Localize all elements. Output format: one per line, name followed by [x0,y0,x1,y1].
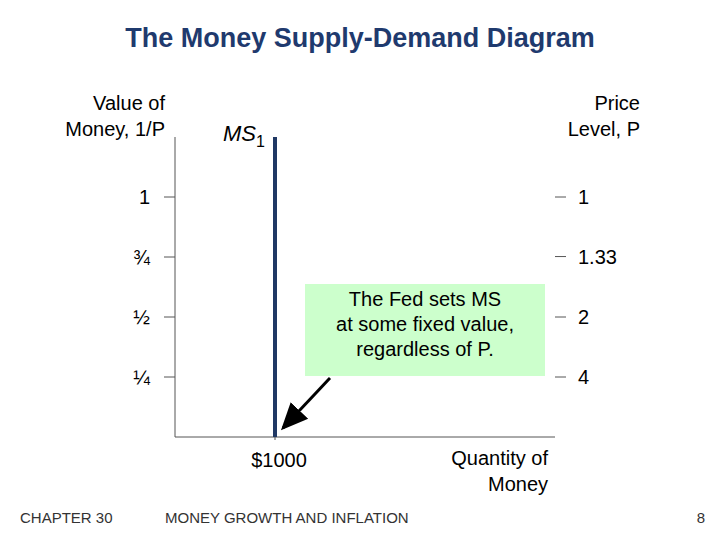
series-label-main: MS [223,121,256,146]
footer-page: 8 [697,509,705,526]
y-tick [164,317,175,318]
y-tick-label: ¾ [133,246,150,268]
footer-chapter: CHAPTER 30 [20,509,113,526]
y2-tick-label: 1.33 [578,246,617,268]
y-tick [164,257,175,258]
x-label: Quantity of [451,447,548,469]
y-label: Value of [93,92,165,114]
y-axis [175,137,176,437]
y-tick-label: ½ [133,306,150,328]
annotation: at some fixed value, [336,313,514,335]
y-tick-label: ¼ [133,366,150,388]
y2-tick [555,256,566,257]
y2-label: Price [594,92,640,114]
annotation: regardless of P. [356,338,494,360]
y-tick [164,377,175,378]
annotation: The Fed sets MS [349,288,501,310]
title: The Money Supply-Demand Diagram [125,23,595,53]
annotation-box [305,284,545,376]
y2-tick [555,197,566,198]
x-label: Money [488,473,548,495]
y2-tick-label: 2 [578,306,589,328]
y-tick [164,197,175,198]
annotation-arrow [283,378,330,428]
slide: The Money Supply-Demand Diagram Value of M… [0,0,720,540]
x-tick [275,437,276,440]
y2-tick [555,317,566,318]
y-tick-label: 1 [139,186,150,208]
y2-tick-label: 4 [578,366,589,388]
y2-tick [555,377,566,378]
y2-tick-label: 1 [578,186,589,208]
x-tick-label: $1000 [251,449,307,471]
series-label: MS1 [223,121,265,150]
x-axis [175,437,555,438]
footer-title: MONEY GROWTH AND INFLATION [165,509,409,526]
plot-area [275,137,276,437]
series-label-sub: 1 [256,133,265,150]
money-supply-line [273,137,277,437]
y2-label: Level, P [568,118,640,140]
y-label: Money, 1/P [65,118,165,140]
